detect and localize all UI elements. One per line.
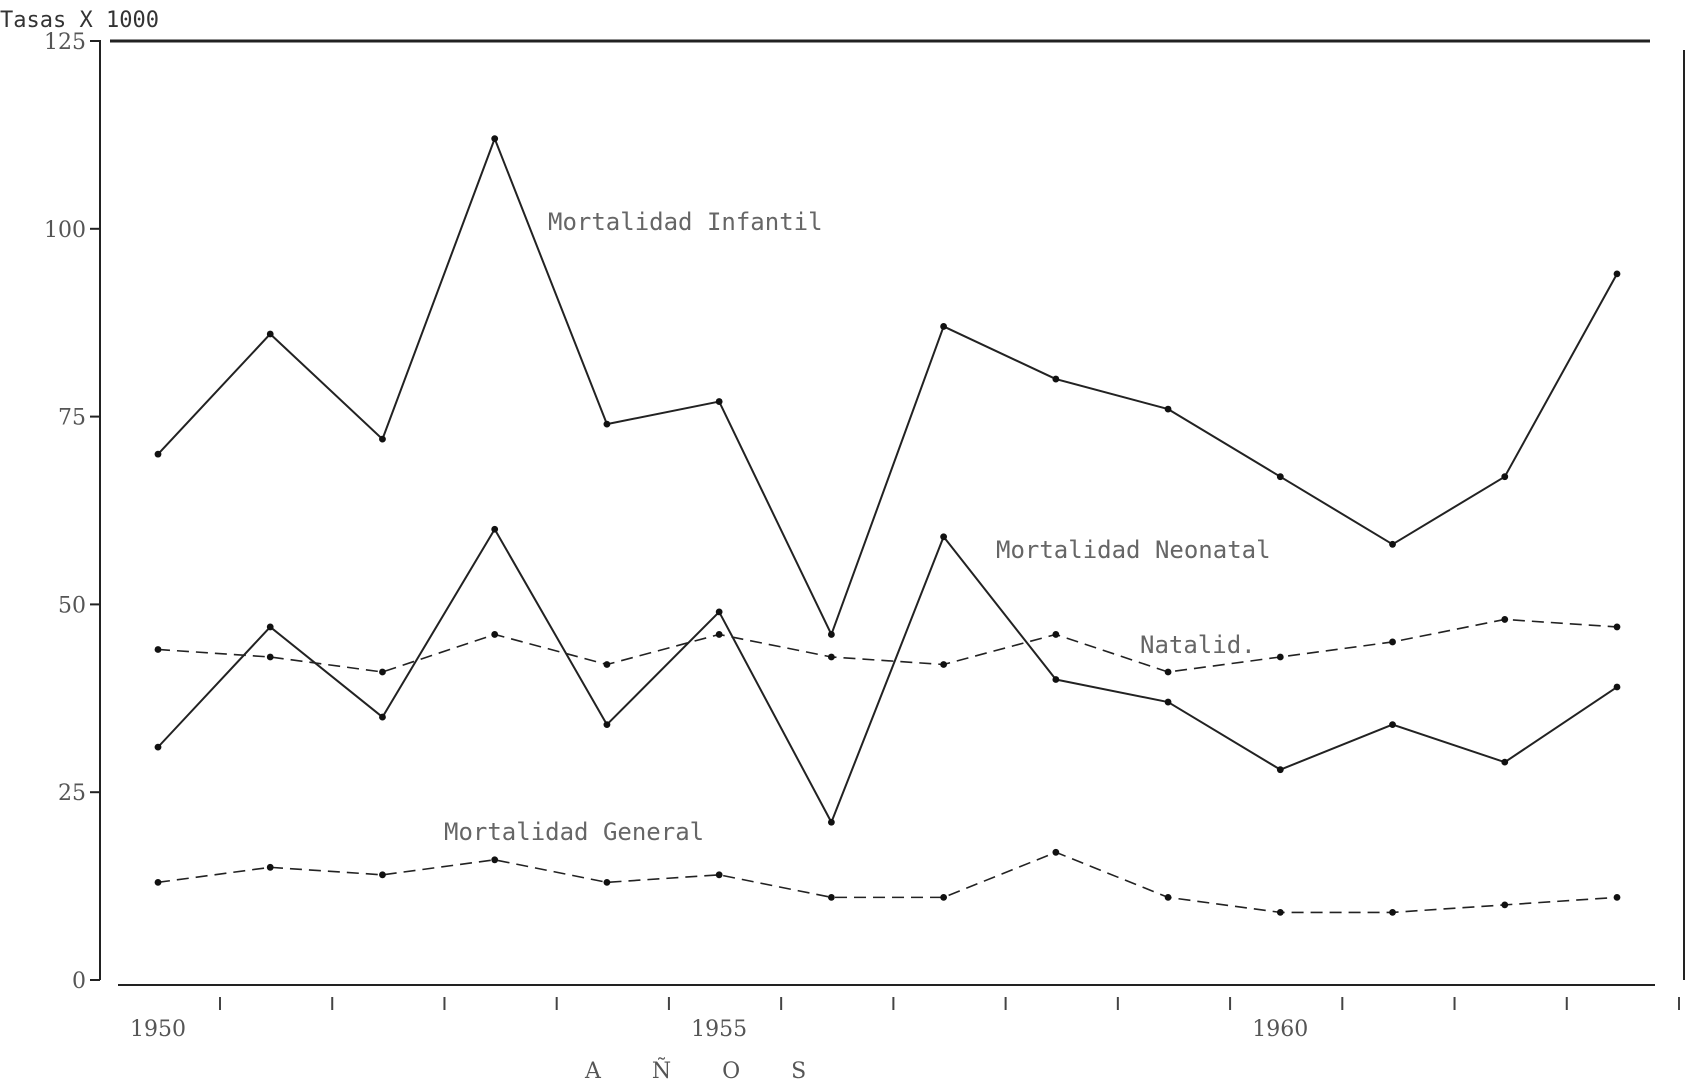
y-tick-label: 100 [44,218,86,243]
data-point [491,631,499,638]
data-point [266,863,274,871]
y-tick-label: 125 [44,30,86,55]
data-point [603,420,611,428]
data-point [1613,623,1621,631]
data-point [266,653,274,661]
series-line-1 [157,528,1618,824]
series-label: Natalid. [1140,631,1256,659]
data-point [1276,473,1284,481]
data-point [1164,698,1172,706]
data-point [1501,901,1509,909]
data-point [1164,668,1172,676]
y-ticks: 0 25 50 75 100 125 [44,30,100,994]
y-tick-label: 0 [72,969,86,994]
x-tick-label: 1960 [1252,1017,1308,1042]
data-point [827,631,835,638]
data-point [1164,405,1172,413]
series-label: Mortalidad Infantil [548,208,823,236]
series-line-3 [157,851,1618,914]
data-point [940,893,948,901]
data-point [1613,683,1621,691]
data-point [940,661,948,668]
data-point [1501,616,1509,623]
data-point [491,856,499,864]
x-tick-label: 1955 [691,1017,747,1042]
data-point [827,893,835,901]
data-point [154,878,162,886]
data-point [603,721,611,728]
data-point [154,450,162,458]
data-point [266,330,274,338]
data-point [1052,676,1060,683]
data-point [1052,848,1060,856]
series-line-2 [157,618,1618,673]
data-point [940,323,948,330]
data-point [379,871,386,879]
series-labels: Mortalidad Infantil Mortalidad Neonatal Na… [444,208,1271,846]
data-point [715,608,723,616]
y-tick-label: 75 [58,406,86,431]
series-lines [154,135,1621,916]
data-point [1052,631,1060,638]
data-point [1389,908,1396,916]
data-point [1389,638,1396,646]
y-tick-label: 25 [58,781,86,806]
data-point [379,668,386,676]
data-point [266,623,274,631]
data-point [715,871,723,879]
data-point [1164,893,1172,901]
data-point [827,653,835,661]
data-point [1276,908,1284,916]
data-point [379,435,386,443]
data-point [1389,540,1396,548]
data-point [1501,473,1509,481]
data-point [827,818,835,826]
data-point [715,398,723,405]
data-point [1276,653,1284,661]
data-point [379,713,386,721]
data-point [154,743,162,751]
data-point [1501,758,1509,766]
axes [99,39,1685,986]
data-point [940,533,948,541]
series-line-0 [157,137,1618,636]
y-axis-title: Tasas X 1000 [0,8,159,33]
y-tick-label: 50 [58,593,86,618]
x-tick-label: 1950 [130,1017,186,1042]
data-point [603,661,611,668]
data-point [491,525,499,533]
data-point [491,135,499,143]
x-axis-title: A Ñ O S [584,1056,828,1084]
x-ticks: 1950 1955 1960 [130,997,1680,1042]
data-point [1613,270,1621,278]
data-point [603,878,611,886]
data-point [1613,893,1621,901]
series-label: Mortalidad Neonatal [996,536,1271,564]
data-point [1052,375,1060,383]
data-point [1389,721,1396,728]
data-point [1276,766,1284,774]
data-point [154,646,162,653]
series-label: Mortalidad General [444,818,704,846]
data-point [715,631,723,638]
